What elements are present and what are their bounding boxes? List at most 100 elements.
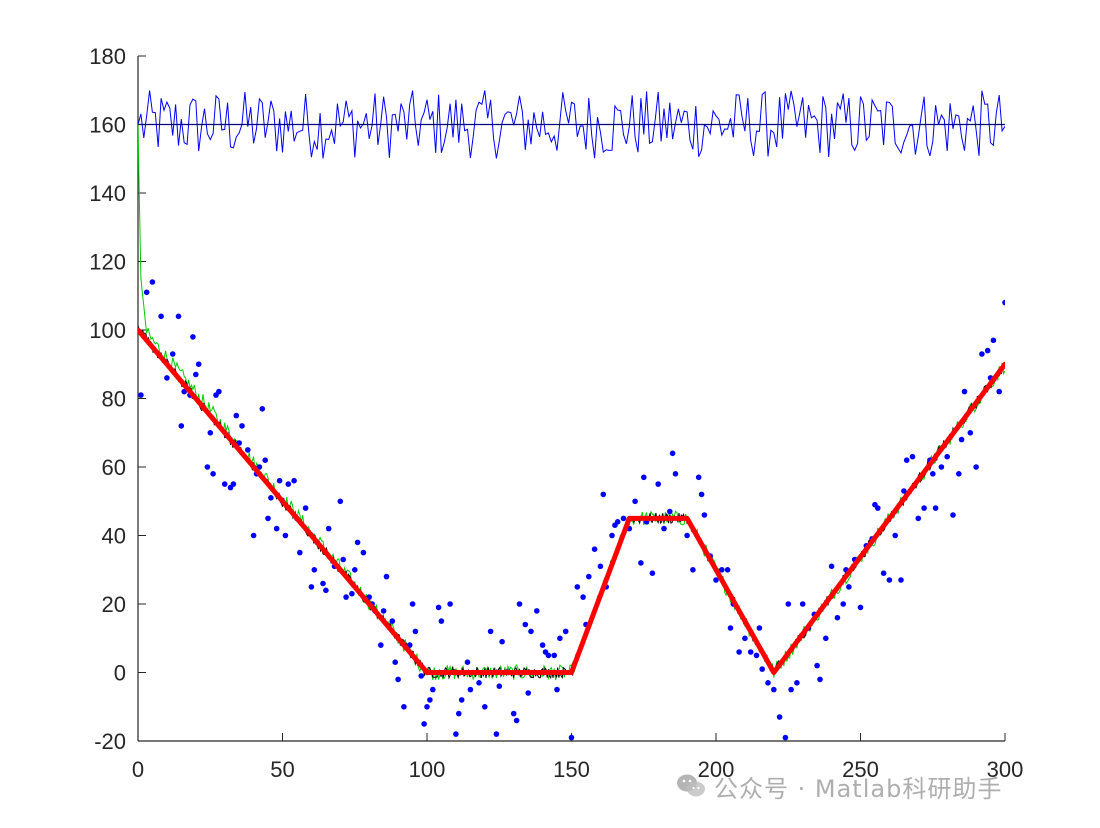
scatter-point	[713, 577, 719, 583]
scatter-point	[898, 577, 904, 583]
scatter-point	[661, 525, 667, 532]
scatter-point	[380, 608, 387, 614]
scatter-point	[195, 361, 202, 368]
scatter-point	[392, 659, 399, 665]
scatter-point	[291, 477, 297, 484]
scatter-point	[930, 471, 936, 477]
scatter-point	[250, 532, 257, 539]
scatter-point	[401, 704, 407, 710]
scatter-point	[1002, 299, 1005, 306]
x-tick-label: 100	[409, 757, 446, 782]
scatter-point	[447, 601, 453, 607]
scatter-point	[886, 577, 893, 583]
scatter-point	[456, 710, 462, 717]
scatter-point	[641, 474, 647, 481]
scatter-point	[632, 498, 638, 505]
scatter-point	[349, 590, 355, 597]
scatter-point	[736, 649, 742, 655]
scatter-point	[840, 601, 846, 607]
scatter-point	[554, 686, 560, 693]
scatter-point	[210, 471, 216, 477]
scatter-point	[476, 680, 482, 686]
scatter-point	[875, 505, 881, 511]
scatter-point	[695, 474, 702, 481]
scatter-point	[667, 508, 673, 515]
scatter-point	[562, 628, 569, 635]
y-tick-label: 20	[102, 592, 126, 617]
scatter-point	[967, 430, 974, 436]
scatter-point	[574, 584, 581, 590]
scatter-point	[453, 731, 459, 737]
scatter-point	[458, 697, 465, 703]
scatter-point	[614, 519, 621, 525]
scatter-point	[600, 491, 607, 498]
scatter-point	[302, 505, 309, 511]
y-tick-label: 60	[102, 455, 126, 480]
scatter-point	[343, 594, 349, 600]
scatter-point	[395, 676, 401, 683]
scatter-point	[557, 635, 563, 642]
scatter-point	[698, 491, 705, 498]
y-tick-label: 40	[102, 524, 126, 549]
scatter-point	[799, 601, 806, 607]
scatter-point	[265, 515, 271, 522]
scatter-point	[568, 734, 575, 741]
scatter-point	[742, 635, 748, 642]
scatter-point	[149, 279, 156, 285]
scatter-point	[794, 680, 800, 686]
scatter-point	[655, 481, 661, 487]
scatter-point	[771, 686, 777, 693]
scatter-point	[638, 560, 644, 566]
scatter-point	[464, 659, 471, 665]
scatter-point	[956, 471, 962, 477]
x-tick-label: 250	[842, 757, 879, 782]
scatter-point	[427, 697, 433, 703]
scatter-point	[311, 567, 318, 573]
scatter-point	[776, 714, 783, 720]
scatter-point	[525, 690, 531, 696]
scatter-point	[409, 601, 416, 607]
series-black-line	[138, 325, 1005, 680]
scatter-point	[221, 481, 228, 487]
y-tick-label: 180	[89, 44, 126, 69]
scatter-point	[684, 532, 690, 539]
y-tick-label: 140	[89, 181, 126, 206]
scatter-point	[756, 625, 763, 631]
scatter-point	[719, 567, 725, 573]
scatter-point	[430, 686, 436, 693]
scatter-point	[690, 567, 696, 573]
scatter-point	[262, 457, 269, 464]
scatter-point	[259, 406, 266, 412]
scatter-point	[169, 351, 176, 357]
scatter-point	[814, 662, 820, 669]
scatter-point	[817, 676, 823, 683]
series-red-line	[138, 327, 1005, 675]
scatter-point	[539, 642, 546, 648]
scatter-point	[352, 567, 358, 573]
scatter-point	[378, 642, 384, 648]
scatter-point	[909, 453, 916, 460]
series-noise-line	[138, 90, 1005, 159]
scatter-point	[245, 447, 251, 453]
scatter-point	[178, 423, 185, 429]
scatter-point	[268, 495, 274, 501]
scatter-point	[522, 621, 529, 628]
y-tick-label: 0	[114, 661, 126, 686]
scatter-point	[857, 604, 864, 611]
scatter-point	[903, 457, 910, 464]
scatter-point	[823, 635, 829, 642]
scatter-point	[973, 464, 979, 470]
scatter-point	[482, 704, 488, 710]
scatter-point	[586, 573, 592, 580]
scatter-point	[753, 652, 760, 659]
scatter-point	[591, 546, 598, 552]
scatter-point	[938, 464, 945, 470]
scatter-point	[747, 649, 754, 655]
scatter-point	[467, 686, 474, 693]
scatter-point	[239, 423, 245, 429]
scatter-point	[204, 464, 211, 470]
scatter-point	[892, 532, 898, 539]
scatter-point	[143, 289, 150, 296]
